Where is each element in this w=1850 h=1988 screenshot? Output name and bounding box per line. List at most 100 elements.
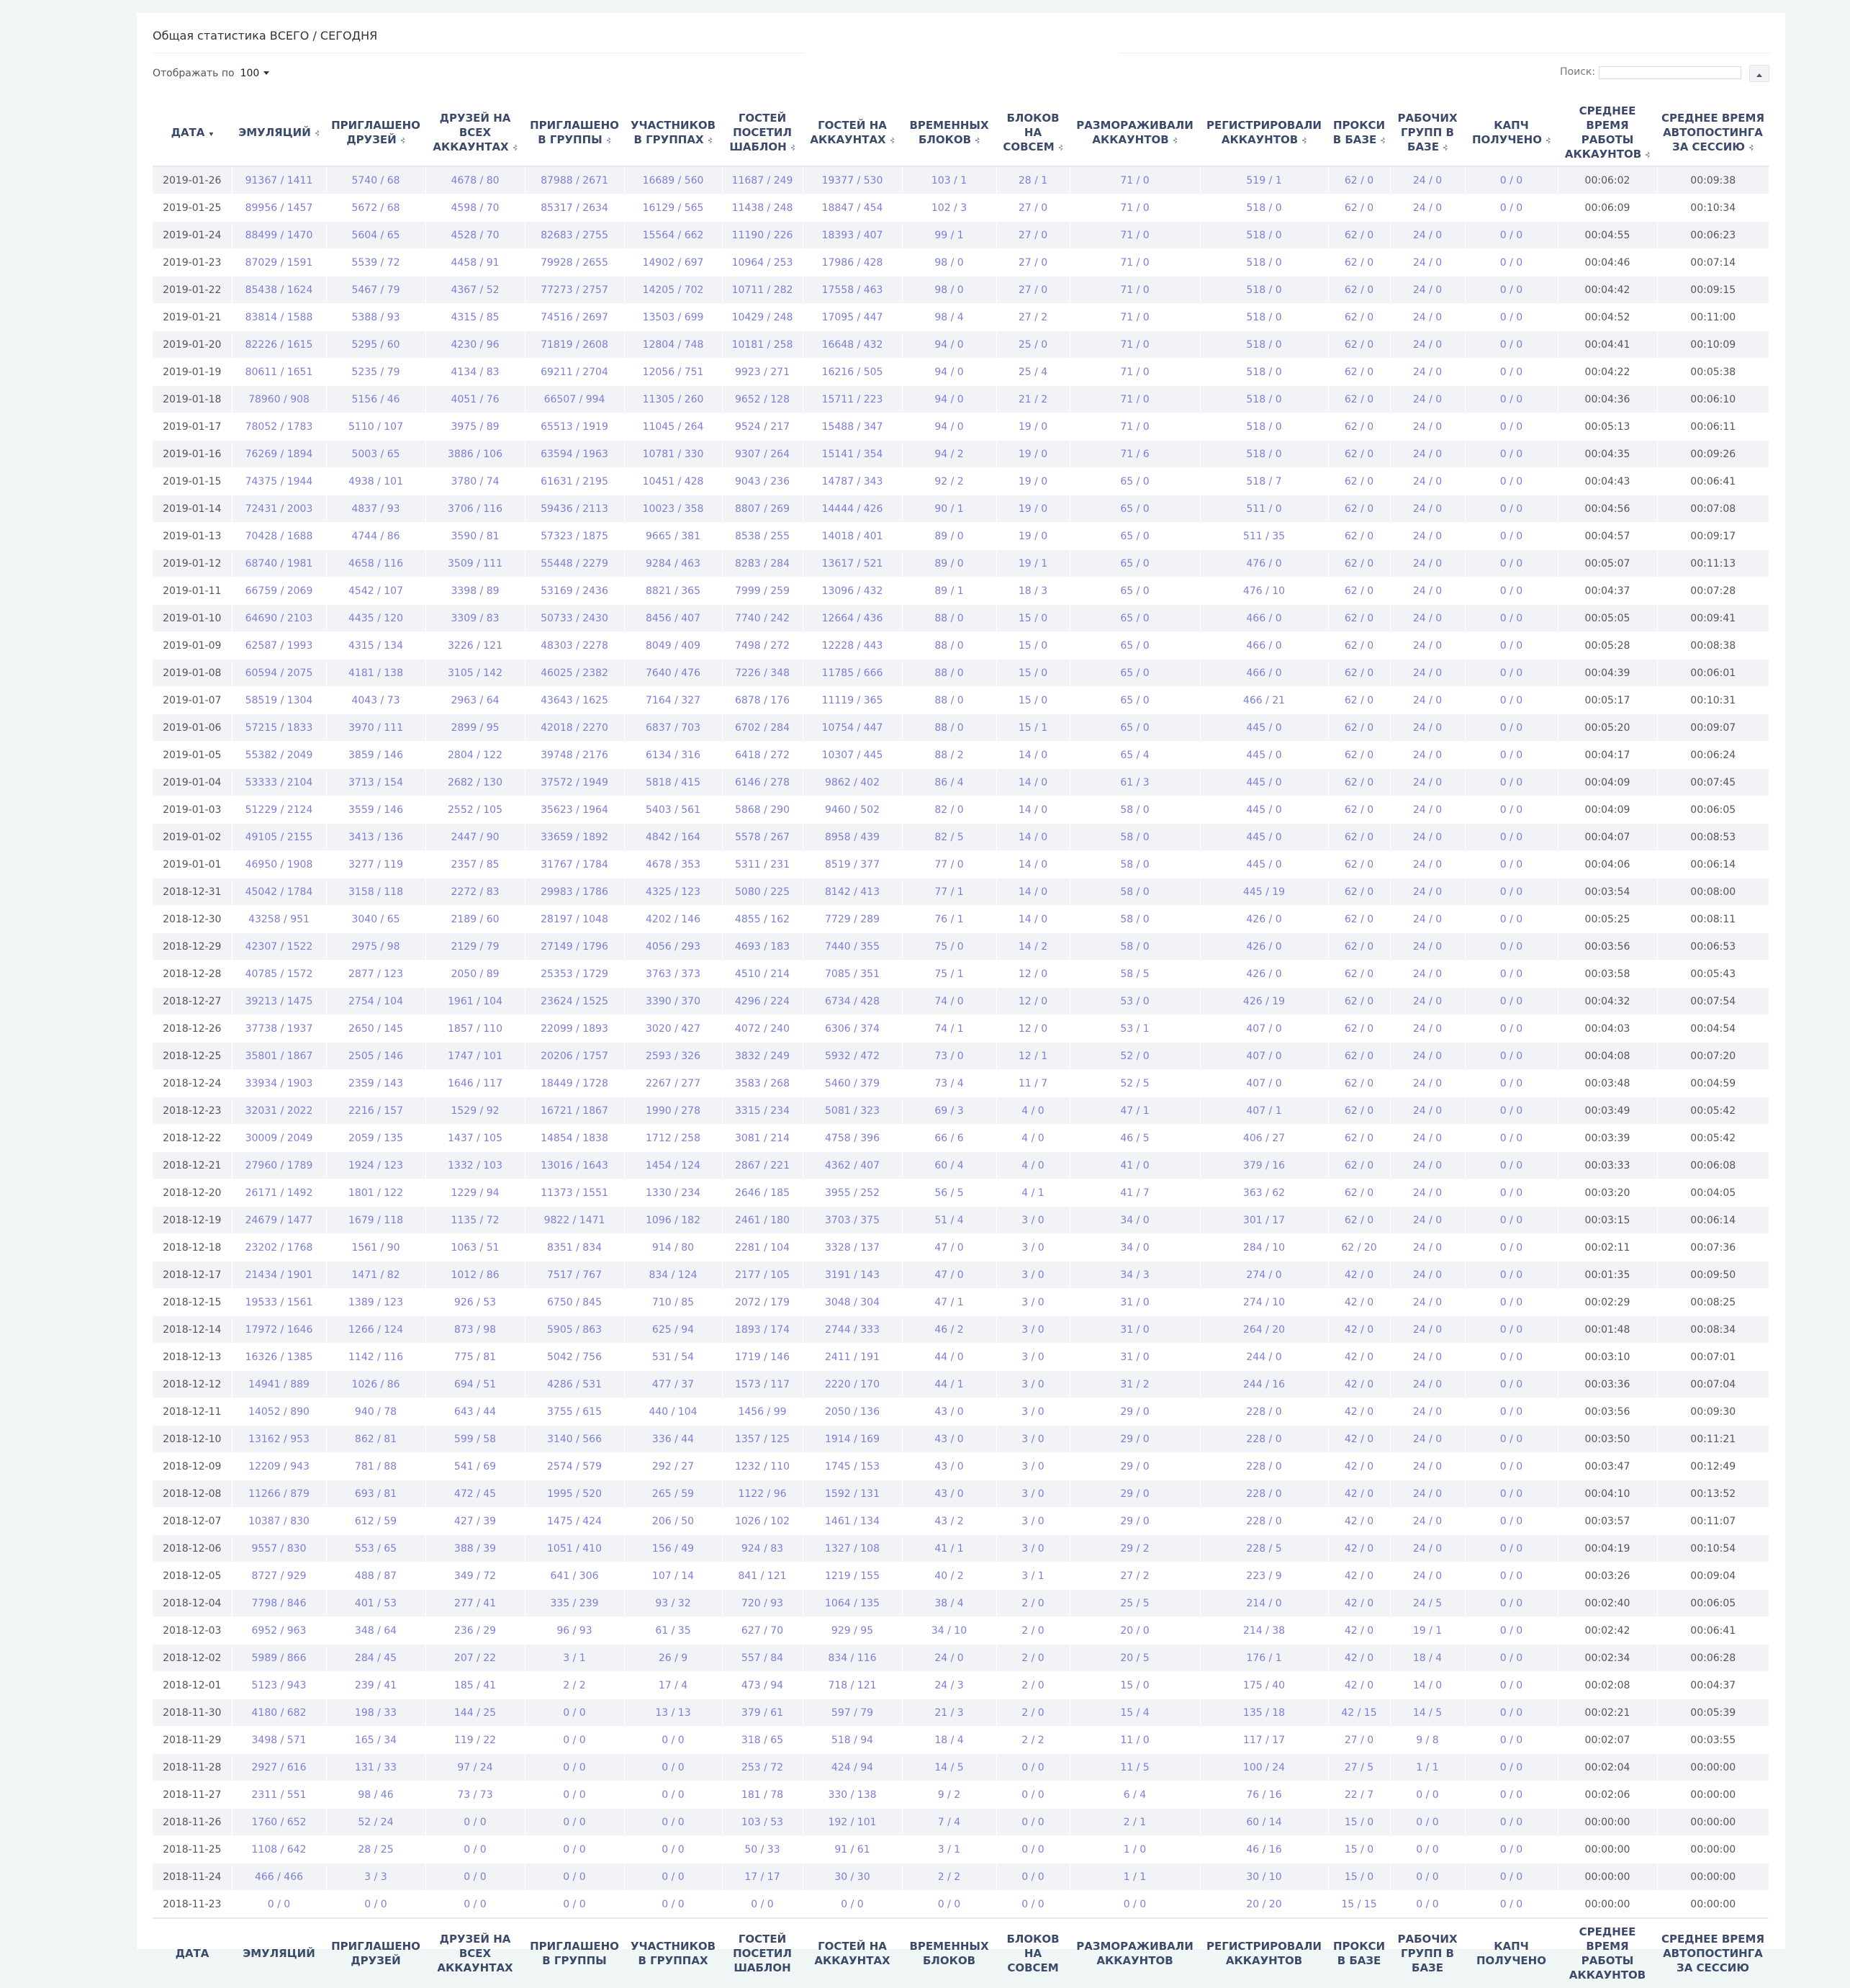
- collapse-button[interactable]: [1749, 65, 1769, 82]
- stat-cell: 7085 / 351: [802, 960, 902, 988]
- column-header[interactable]: ЭМУЛЯЦИЙ: [232, 99, 326, 167]
- column-header[interactable]: РЕГИСТРИРОВАЛИ АККАУНТОВ: [1200, 99, 1328, 167]
- stat-cell: 11687 / 249: [721, 166, 803, 194]
- stat-cell: 21 / 3: [901, 1699, 996, 1727]
- column-header[interactable]: ГОСТЕЙ ПОСЕТИЛ ШАБЛОН: [722, 99, 803, 167]
- stat-cell: 65 / 0: [1069, 686, 1200, 714]
- column-header[interactable]: РАБОЧИХ ГРУПП В БАЗЕ: [1390, 99, 1465, 167]
- column-header[interactable]: УЧАСТНИКОВ В ГРУППАХ: [624, 99, 722, 167]
- column-header[interactable]: ПРИГЛАШЕНО В ГРУППЫ: [525, 99, 624, 167]
- stat-cell: 135 / 18: [1199, 1699, 1328, 1727]
- column-header[interactable]: ВРЕМЕННЫХ БЛОКОВ: [902, 99, 996, 167]
- stat-cell: 58 / 0: [1069, 850, 1200, 878]
- stat-cell: 35801 / 1867: [231, 1042, 326, 1070]
- stat-cell: 30 / 30: [802, 1863, 902, 1891]
- stat-cell: 477 / 37: [623, 1370, 722, 1398]
- stat-cell: 14052 / 890: [231, 1398, 326, 1426]
- stat-cell: 12804 / 748: [623, 330, 722, 359]
- stat-cell: 86 / 4: [901, 768, 996, 796]
- stat-cell: 3 / 0: [996, 1534, 1070, 1562]
- stat-cell: 25 / 0: [996, 330, 1070, 359]
- stat-cell: 38 / 4: [901, 1589, 996, 1617]
- stat-cell: 00:05:20: [1557, 714, 1657, 742]
- stat-cell: 00:06:24: [1656, 741, 1769, 769]
- stat-cell: 92 / 2: [901, 467, 996, 495]
- stat-cell: 239 / 41: [325, 1671, 425, 1699]
- stat-cell: 24 / 0: [1389, 330, 1465, 359]
- stat-cell: 00:04:57: [1557, 522, 1657, 550]
- stat-cell: 9043 / 236: [721, 467, 803, 495]
- column-header[interactable]: ДАТА: [153, 99, 232, 167]
- column-header[interactable]: БЛОКОВ НА СОВСЕМ: [996, 99, 1070, 167]
- column-header[interactable]: ДРУЗЕЙ НА ВСЕХ АККАУНТАХ: [425, 99, 525, 167]
- stat-cell: 3755 / 615: [524, 1398, 624, 1426]
- stat-cell: 00:05:42: [1656, 1097, 1769, 1125]
- data-row: 2019-01-09 62587 / 1993 4315 / 134 3226 / 1…: [153, 631, 1769, 660]
- stat-cell: 236 / 29: [425, 1616, 525, 1645]
- stat-cell: 0 / 0: [524, 1753, 624, 1781]
- column-footer: ПРИГЛАШЕНО ДРУЗЕЙ: [326, 1917, 425, 1988]
- stat-cell: 4315 / 85: [425, 303, 525, 331]
- stat-cell: 4286 / 531: [524, 1370, 624, 1398]
- stat-cell: 1 / 1: [1069, 1863, 1200, 1891]
- stat-cell: 24 / 0: [1389, 276, 1465, 304]
- stat-cell: 1719 / 146: [721, 1343, 803, 1371]
- stat-cell: 3277 / 119: [325, 850, 425, 878]
- stat-cell: 18847 / 454: [802, 194, 902, 222]
- stat-cell: 4072 / 240: [721, 1015, 803, 1043]
- stat-cell: 445 / 0: [1199, 823, 1328, 851]
- stat-cell: 66759 / 2069: [231, 577, 326, 605]
- column-header[interactable]: СРЕДНЕЕ ВРЕМЯ РАБОТЫ АККАУНТОВ: [1558, 99, 1657, 167]
- stat-cell: 14902 / 697: [623, 248, 722, 276]
- page-size-select[interactable]: 100: [240, 68, 270, 79]
- column-header[interactable]: СРЕДНЕЕ ВРЕМЯ АВТОПОСТИНГА ЗА СЕССИЮ: [1657, 99, 1769, 167]
- stat-cell: 89 / 1: [901, 577, 996, 605]
- stat-cell: 3559 / 146: [325, 796, 425, 824]
- stat-cell: 62 / 0: [1327, 604, 1390, 632]
- stat-cell: 94 / 0: [901, 330, 996, 359]
- stat-cell: 301 / 17: [1199, 1206, 1328, 1234]
- stat-cell: 62 / 0: [1327, 166, 1390, 194]
- stat-cell: 00:07:14: [1656, 248, 1769, 276]
- stat-cell: 4938 / 101: [325, 467, 425, 495]
- stat-cell: 00:03:58: [1557, 960, 1657, 988]
- stat-cell: 207 / 22: [425, 1644, 525, 1672]
- search-input[interactable]: [1599, 66, 1741, 79]
- stat-cell: 00:06:14: [1656, 850, 1769, 878]
- stat-cell: 518 / 0: [1199, 248, 1328, 276]
- stat-cell: 15 / 0: [996, 686, 1070, 714]
- stat-cell: 15 / 0: [1069, 1671, 1200, 1699]
- stat-cell: 1026 / 86: [325, 1370, 425, 1398]
- stat-cell: 1679 / 118: [325, 1206, 425, 1234]
- stat-cell: 14 / 0: [996, 905, 1070, 933]
- stat-cell: 28 / 1: [996, 166, 1070, 194]
- stat-cell: 3191 / 143: [802, 1261, 902, 1289]
- stat-cell: 0 / 0: [325, 1890, 425, 1919]
- stat-cell: 42 / 0: [1327, 1562, 1390, 1590]
- column-header[interactable]: РАЗМОРАЖИВАЛИ АККАУНТОВ: [1070, 99, 1200, 167]
- stat-cell: 445 / 0: [1199, 850, 1328, 878]
- date-cell: 2018-12-19: [153, 1206, 232, 1234]
- column-header[interactable]: КАПЧ ПОЛУЧЕНО: [1465, 99, 1558, 167]
- stat-cell: 62 / 0: [1327, 1042, 1390, 1070]
- date-cell: 2019-01-25: [153, 194, 232, 222]
- date-cell: 2019-01-15: [153, 467, 232, 495]
- stat-cell: 9862 / 402: [802, 768, 902, 796]
- stat-cell: 518 / 7: [1199, 467, 1328, 495]
- column-header[interactable]: ГОСТЕЙ НА АККАУНТАХ: [803, 99, 902, 167]
- data-row: 2018-12-03 6952 / 963 348 / 64 236 / 29 96 /…: [153, 1616, 1769, 1645]
- date-cell: 2018-12-25: [153, 1042, 232, 1070]
- stat-cell: 0 / 0: [1464, 631, 1558, 660]
- stat-cell: 44 / 1: [901, 1370, 996, 1398]
- stat-cell: 74 / 1: [901, 1015, 996, 1043]
- column-header[interactable]: ПРИГЛАШЕНО ДРУЗЕЙ: [326, 99, 425, 167]
- stat-cell: 2177 / 105: [721, 1261, 803, 1289]
- column-header[interactable]: ПРОКСИ В БАЗЕ: [1328, 99, 1390, 167]
- stat-cell: 13162 / 953: [231, 1425, 326, 1453]
- stat-cell: 71819 / 2608: [524, 330, 624, 359]
- stat-cell: 00:08:11: [1656, 905, 1769, 933]
- data-row: 2019-01-20 82226 / 1615 5295 / 60 4230 / 96…: [153, 330, 1769, 359]
- stat-cell: 65 / 4: [1069, 741, 1200, 769]
- stat-cell: 60 / 14: [1199, 1808, 1328, 1836]
